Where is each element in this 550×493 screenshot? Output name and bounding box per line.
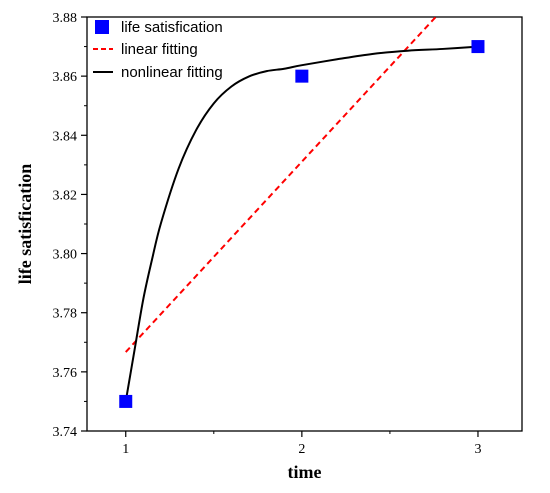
linear-fitting-line	[125, 17, 437, 353]
y-tick-label: 3.78	[53, 307, 78, 322]
x-axis-ticks: 1 2 3	[122, 431, 481, 457]
x-tick-label: 1	[122, 442, 129, 457]
x-tick-label: 3	[474, 442, 481, 457]
y-tick-label: 3.84	[53, 129, 78, 144]
data-point	[471, 40, 485, 54]
y-tick-label: 3.82	[53, 188, 78, 203]
legend-label: linear fitting	[121, 41, 198, 58]
data-point	[295, 69, 309, 83]
legend: life satisfication linear fitting nonlinea…	[93, 19, 223, 81]
data-point	[119, 394, 133, 408]
legend-marker-square	[95, 20, 109, 34]
y-tick-label: 3.80	[53, 248, 78, 263]
x-axis-title: time	[288, 462, 322, 482]
y-tick-label: 3.76	[53, 366, 78, 381]
y-axis-title: life satisfication	[15, 164, 35, 284]
y-tick-label: 3.88	[53, 11, 78, 26]
y-axis-ticks: 3.74 3.76 3.78 3.80 3.82 3.84 3.86 3.88	[53, 11, 87, 440]
legend-label: nonlinear fitting	[121, 64, 223, 81]
legend-label: life satisfication	[121, 19, 223, 36]
y-tick-label: 3.86	[53, 70, 78, 85]
x-tick-label: 2	[298, 442, 305, 457]
nonlinear-fitting-curve	[124, 45, 479, 402]
series-layer	[119, 17, 485, 408]
y-tick-label: 3.74	[53, 425, 78, 440]
